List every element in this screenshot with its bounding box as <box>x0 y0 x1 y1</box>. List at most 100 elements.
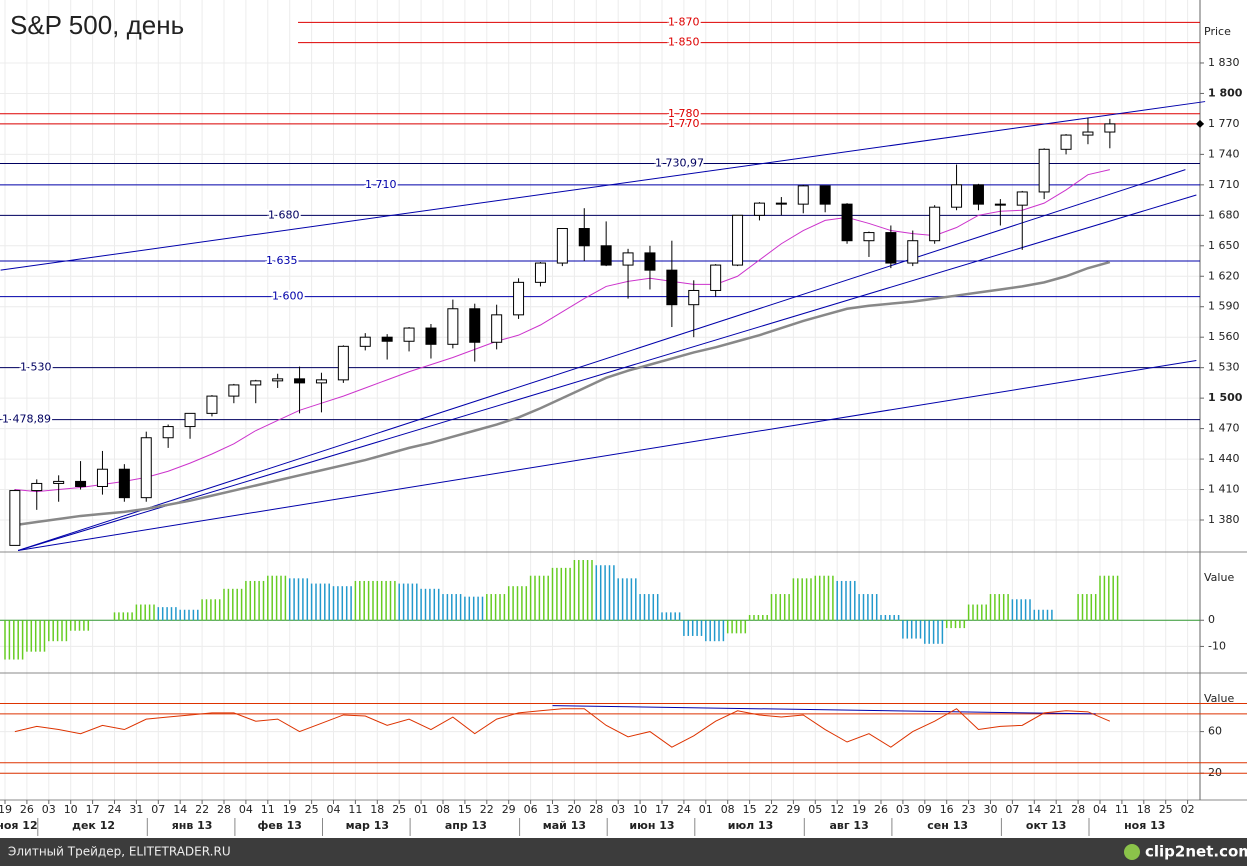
x-tick-label: 09 <box>918 803 932 816</box>
month-label: фев 13 <box>257 819 301 832</box>
x-tick-label: 01 <box>414 803 428 816</box>
x-tick-label: 03 <box>42 803 56 816</box>
trend-line <box>17 194 1197 551</box>
month-label: июн 13 <box>629 819 674 832</box>
level-label: 1 770 <box>668 117 700 130</box>
last-price-marker <box>1196 119 1204 128</box>
x-tick-label: 26 <box>874 803 888 816</box>
candle-body <box>513 281 525 316</box>
candle-body <box>929 206 941 242</box>
y-tick-label: 1 560 <box>1208 330 1240 343</box>
candle-body <box>951 184 963 208</box>
candle-body <box>425 327 437 345</box>
y-tick-label: 1 800 <box>1208 86 1243 99</box>
level-label: 1 710 <box>365 178 397 191</box>
level-label: 1 635 <box>266 254 298 267</box>
x-tick-label: 07 <box>151 803 165 816</box>
y-tick-label: 1 500 <box>1208 391 1243 404</box>
x-tick-label: 03 <box>611 803 625 816</box>
level-label: 1 680 <box>268 208 300 221</box>
candle-body <box>753 202 765 216</box>
candle-body <box>206 395 218 414</box>
y-axis-label: Value <box>1204 571 1234 584</box>
month-label: апр 13 <box>445 819 487 832</box>
candle-body <box>841 203 853 242</box>
x-tick-label: 29 <box>786 803 800 816</box>
x-tick-label: 02 <box>1181 803 1195 816</box>
candle-body <box>1016 191 1028 206</box>
candle-body <box>819 185 831 205</box>
x-tick-label: 16 <box>940 803 954 816</box>
y-tick-label: 60 <box>1208 725 1222 738</box>
y-axis-label: Value <box>1204 692 1234 705</box>
candle-body <box>907 240 919 264</box>
x-tick-label: 28 <box>217 803 231 816</box>
x-tick-label: 04 <box>1093 803 1107 816</box>
candle-body <box>447 308 459 345</box>
y-tick-label: 1 620 <box>1208 269 1240 282</box>
trend-line <box>0 101 1206 271</box>
y-tick-label: 0 <box>1208 613 1215 626</box>
candle-body <box>184 412 196 428</box>
x-tick-label: 12 <box>830 803 844 816</box>
candle-body <box>885 232 897 264</box>
candle-body <box>162 426 174 439</box>
moving-average <box>14 169 1110 493</box>
x-tick-label: 08 <box>436 803 450 816</box>
candle-body <box>1060 134 1072 150</box>
candle-body <box>403 327 415 342</box>
month-label: сен 13 <box>927 819 968 832</box>
x-tick-label: 04 <box>239 803 253 816</box>
y-tick-label: 1 410 <box>1208 483 1240 496</box>
oscillator-line <box>14 708 1111 748</box>
candle-body <box>140 437 152 499</box>
x-tick-label: 04 <box>327 803 341 816</box>
x-tick-label: 19 <box>0 803 12 816</box>
y-tick-label: 1 680 <box>1208 208 1240 221</box>
candle-body <box>491 314 503 343</box>
x-tick-label: 30 <box>984 803 998 816</box>
candle-body <box>228 384 240 397</box>
x-tick-label: 06 <box>524 803 538 816</box>
x-tick-label: 28 <box>589 803 603 816</box>
x-tick-label: 11 <box>348 803 362 816</box>
candle-body <box>666 269 678 306</box>
x-tick-label: 22 <box>765 803 779 816</box>
x-tick-label: 31 <box>129 803 143 816</box>
candle-body <box>797 185 809 205</box>
x-tick-label: 23 <box>962 803 976 816</box>
candle-body <box>294 378 306 384</box>
candle-body <box>272 378 284 382</box>
candle-body <box>1082 131 1094 136</box>
x-tick-label: 22 <box>195 803 209 816</box>
x-tick-label: 11 <box>261 803 275 816</box>
x-tick-label: 22 <box>480 803 494 816</box>
candle-body <box>53 480 65 484</box>
candle-body <box>710 264 722 291</box>
candle-body <box>972 184 984 205</box>
month-label: янв 13 <box>172 819 213 832</box>
x-tick-label: 10 <box>64 803 78 816</box>
level-label: 1 730,97 <box>655 157 704 170</box>
footer-bar <box>0 838 1247 866</box>
y-tick-label: 1 710 <box>1208 178 1240 191</box>
y-tick-label: 1 440 <box>1208 452 1240 465</box>
x-tick-label: 25 <box>1159 803 1173 816</box>
x-tick-label: 20 <box>567 803 581 816</box>
x-tick-label: 19 <box>283 803 297 816</box>
y-tick-label: 1 470 <box>1208 422 1240 435</box>
candle-body <box>775 202 787 205</box>
month-label: ноя 12 <box>0 819 38 832</box>
candle-body <box>75 480 87 487</box>
candle-body <box>31 482 43 492</box>
x-tick-label: 26 <box>20 803 34 816</box>
x-tick-label: 28 <box>1071 803 1085 816</box>
trend-line <box>18 360 1197 551</box>
x-tick-label: 13 <box>546 803 560 816</box>
level-label: 1 780 <box>668 107 700 120</box>
y-tick-label: 1 830 <box>1208 56 1240 69</box>
month-label: авг 13 <box>829 819 868 832</box>
x-tick-label: 18 <box>1137 803 1151 816</box>
candle-body <box>994 203 1006 206</box>
